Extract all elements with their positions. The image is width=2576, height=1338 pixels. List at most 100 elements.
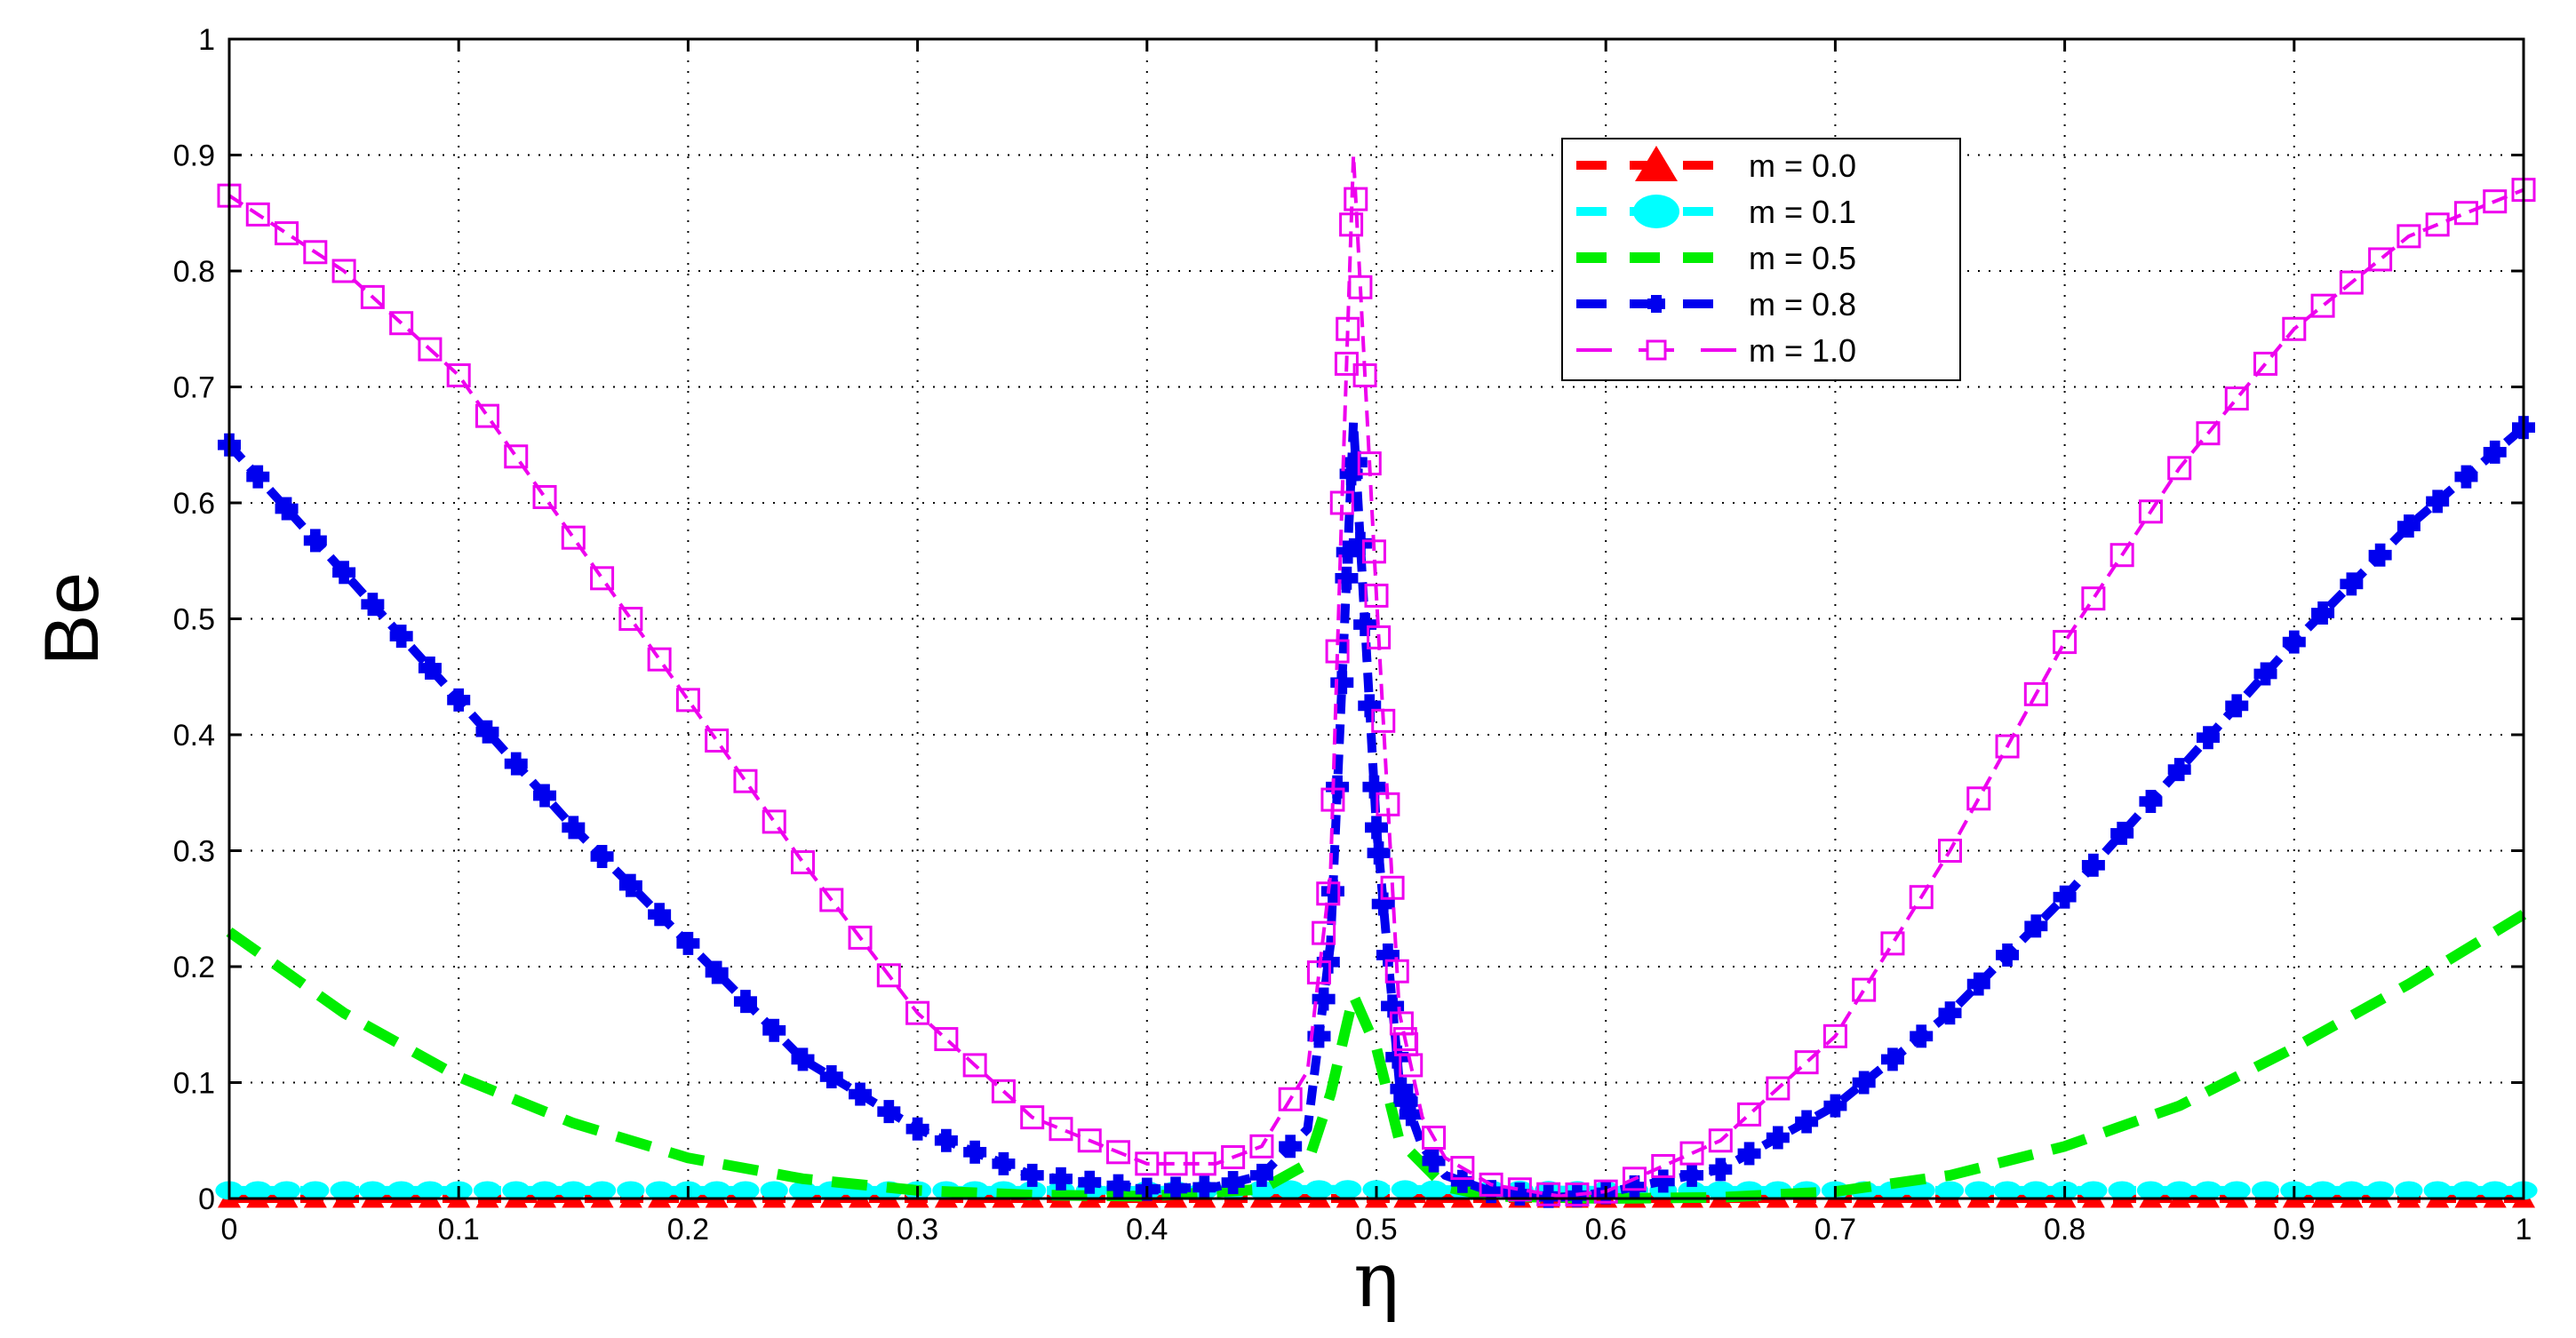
- legend-label: m = 0.5: [1749, 240, 1856, 276]
- data-point: [2374, 543, 2386, 567]
- data-point: [1352, 362, 1377, 387]
- data-point: [848, 925, 873, 950]
- data-point: [1106, 1140, 1131, 1165]
- data-point: [1376, 792, 1400, 816]
- data-point: [1743, 1142, 1755, 1166]
- data-point: [705, 729, 730, 753]
- data-point: [1248, 1180, 1276, 1199]
- data-point: [1332, 775, 1343, 799]
- x-tick-label: 0.5: [1355, 1213, 1397, 1246]
- data-point: [1304, 1180, 1334, 1199]
- data-point: [532, 484, 557, 509]
- legend: m = 0.0 m = 0.1 m = 0.5 m = 0.8 m = 1.0: [1561, 138, 1961, 381]
- legend-swatch-marker: [1635, 146, 1678, 181]
- data-point: [1306, 960, 1331, 985]
- y-tick-label: 0.3: [173, 835, 215, 869]
- data-point: [2404, 514, 2414, 538]
- data-point: [2483, 189, 2508, 214]
- data-point: [2432, 490, 2444, 514]
- data-point: [539, 784, 550, 808]
- data-point: [2194, 1181, 2222, 1200]
- data-point: [2339, 270, 2364, 295]
- legend-item: m = 0.8: [1576, 286, 1856, 323]
- data-point: [1192, 1151, 1216, 1176]
- data-point: [1938, 839, 1962, 863]
- data-point: [1657, 1169, 1669, 1193]
- x-tick-label: 0.9: [2273, 1213, 2315, 1246]
- data-point: [1329, 490, 1354, 515]
- data-point: [1367, 625, 1392, 649]
- data-point: [416, 1181, 444, 1200]
- data-point: [275, 221, 299, 246]
- data-point: [2309, 1181, 2337, 1200]
- data-point: [1973, 972, 1984, 996]
- data-point: [731, 1181, 760, 1200]
- data-point: [272, 1181, 301, 1200]
- data-point: [303, 240, 328, 265]
- data-point: [1368, 775, 1380, 799]
- data-point: [618, 607, 643, 631]
- data-point: [1400, 1090, 1412, 1114]
- data-point: [2481, 1181, 2509, 1200]
- y-tick-label: 0.9: [173, 139, 215, 173]
- data-point: [2081, 586, 2106, 611]
- data-point: [1486, 1180, 1496, 1204]
- data-point: [1909, 885, 1934, 910]
- x-tick-label: 0.3: [897, 1213, 938, 1246]
- data-point: [473, 1181, 502, 1200]
- data-point: [1543, 1184, 1554, 1208]
- legend-label: m = 1.0: [1749, 332, 1856, 369]
- data-point: [2203, 726, 2213, 750]
- data-point: [1679, 1141, 1704, 1166]
- legend-item: m = 0.1: [1576, 194, 1856, 230]
- data-point: [1651, 1153, 1676, 1178]
- data-point: [2231, 694, 2243, 718]
- y-tick-label: 1: [198, 23, 215, 57]
- data-point: [358, 1181, 387, 1200]
- data-point: [1336, 671, 1348, 695]
- data-point: [1345, 462, 1357, 486]
- data-point: [2453, 201, 2478, 226]
- data-point: [1056, 1167, 1066, 1191]
- data-point: [1965, 1181, 1993, 1200]
- data-point: [934, 1027, 959, 1052]
- data-point: [2165, 1181, 2194, 1200]
- data-point: [991, 1079, 1016, 1103]
- data-point: [339, 561, 349, 585]
- data-point: [475, 403, 499, 428]
- data-point: [1135, 1151, 1160, 1176]
- x-tick-label: 0.8: [2044, 1213, 2086, 1246]
- data-point: [1316, 881, 1341, 906]
- y-tick-label: 0.4: [173, 719, 215, 753]
- y-tick-label: 0.5: [173, 603, 215, 637]
- data-point: [1944, 1001, 1956, 1025]
- data-point: [309, 529, 321, 553]
- data-point: [1026, 1163, 1038, 1187]
- x-tick-label: 0.2: [667, 1213, 709, 1246]
- data-point: [941, 1128, 952, 1152]
- data-point: [1629, 1175, 1640, 1199]
- data-point: [912, 1117, 923, 1141]
- data-point: [1227, 1171, 1239, 1195]
- data-point: [446, 362, 471, 387]
- data-point: [1364, 694, 1376, 718]
- data-point: [2196, 421, 2221, 446]
- data-point: [1794, 1050, 1819, 1075]
- data-point: [1276, 1180, 1304, 1199]
- data-point: [1328, 880, 1338, 904]
- data-point: [389, 311, 414, 336]
- data-point: [825, 1064, 837, 1088]
- data-point: [1350, 450, 1361, 474]
- data-point: [502, 1181, 530, 1200]
- data-point: [2423, 1181, 2452, 1200]
- data-point: [1342, 540, 1353, 564]
- data-point: [1565, 1182, 1590, 1207]
- x-tick-label: 0: [221, 1213, 238, 1246]
- data-point: [2425, 212, 2450, 237]
- data-point: [2282, 316, 2307, 341]
- data-point: [1357, 451, 1382, 476]
- data-point: [2397, 224, 2421, 249]
- data-point: [1801, 1110, 1812, 1134]
- data-point: [2108, 1181, 2136, 1200]
